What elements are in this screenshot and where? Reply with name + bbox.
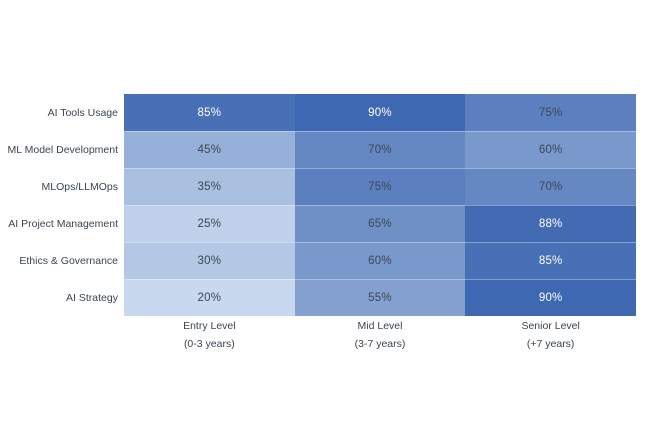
heatmap-cell: 25% [124, 205, 295, 242]
heatmap-cell: 60% [294, 242, 466, 279]
column-label-subtitle: (+7 years) [526, 338, 575, 350]
heatmap-cell: 70% [465, 168, 636, 205]
column-label: Mid Level (3-7 years) [295, 317, 466, 353]
heatmap-column-labels: Entry Level (0-3 years) Mid Level (3-7 year… [124, 317, 636, 353]
heatmap-cell: 75% [294, 168, 466, 205]
heatmap-cell: 55% [294, 279, 466, 316]
column-label-subtitle: (0-3 years) [183, 338, 235, 350]
heatmap-cell: 70% [294, 131, 466, 168]
heatmap-cell: 20% [124, 279, 295, 316]
heatmap-row-labels: AI Tools Usage ML Model Development MLOps/… [0, 94, 119, 316]
heatmap-cell: 35% [124, 168, 295, 205]
column-label-title: Senior Level [521, 320, 580, 332]
heatmap-cell: 85% [124, 94, 295, 131]
heatmap-cell: 60% [465, 131, 636, 168]
row-label: Ethics & Governance [19, 254, 118, 267]
row-label: AI Project Management [8, 217, 118, 230]
row-label: MLOps/LLMOps [41, 180, 118, 193]
heatmap-cell: 88% [465, 205, 636, 242]
row-label: AI Strategy [66, 291, 118, 304]
column-label-title: Entry Level [183, 320, 236, 332]
row-label: ML Model Development [7, 143, 119, 156]
heatmap-cell: 90% [465, 279, 636, 316]
heatmap-cell: 45% [124, 131, 295, 168]
column-label-subtitle: (3-7 years) [354, 338, 406, 350]
column-label: Entry Level (0-3 years) [124, 317, 295, 353]
heatmap-cell: 30% [124, 242, 295, 279]
column-label-title: Mid Level [357, 320, 403, 332]
row-label: AI Tools Usage [47, 106, 118, 119]
column-label: Senior Level (+7 years) [465, 317, 636, 353]
heatmap-cell: 75% [465, 94, 636, 131]
heatmap-grid: 85% 90% 75% 45% 70% 60% 35% 75% 70% 25% 65% 88% 30% 6… [124, 94, 636, 316]
heatmap-cell: 85% [465, 242, 636, 279]
heatmap-cell: 90% [294, 94, 466, 131]
heatmap-cell: 65% [294, 205, 466, 242]
